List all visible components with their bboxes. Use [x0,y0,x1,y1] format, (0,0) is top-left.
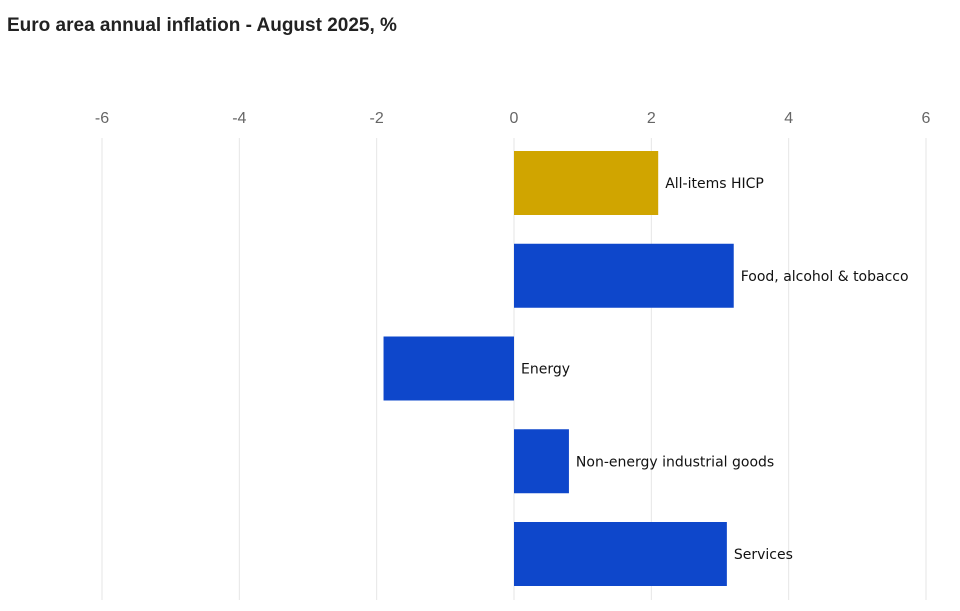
bar-category-label: Services [734,547,793,563]
x-tick-label: 6 [922,110,931,127]
x-tick-label: 4 [784,110,793,127]
bar-category-label: All-items HICP [665,176,764,192]
bar-labels: All-items HICP Food, alcohol & tobacco Ene… [521,176,909,563]
x-tick-label: 0 [510,110,519,127]
bar-category-label: Energy [521,362,570,378]
bar-category-label: Food, alcohol & tobacco [741,269,909,285]
x-tick-label: -2 [370,110,384,127]
bar[interactable] [514,522,727,586]
chart-title: Euro area annual inflation - August 2025… [7,15,397,36]
x-axis-tick-labels: -6 -4 -2 0 2 4 6 [95,110,931,127]
bar[interactable] [383,336,514,401]
x-tick-label: -4 [232,110,246,127]
bar[interactable] [514,429,569,494]
bar-category-label: Non-energy industrial goods [576,454,774,470]
x-tick-label: -6 [95,110,109,127]
x-tick-label: 2 [647,110,656,127]
bar[interactable] [514,151,659,215]
bars [383,151,734,586]
bar[interactable] [514,243,734,308]
